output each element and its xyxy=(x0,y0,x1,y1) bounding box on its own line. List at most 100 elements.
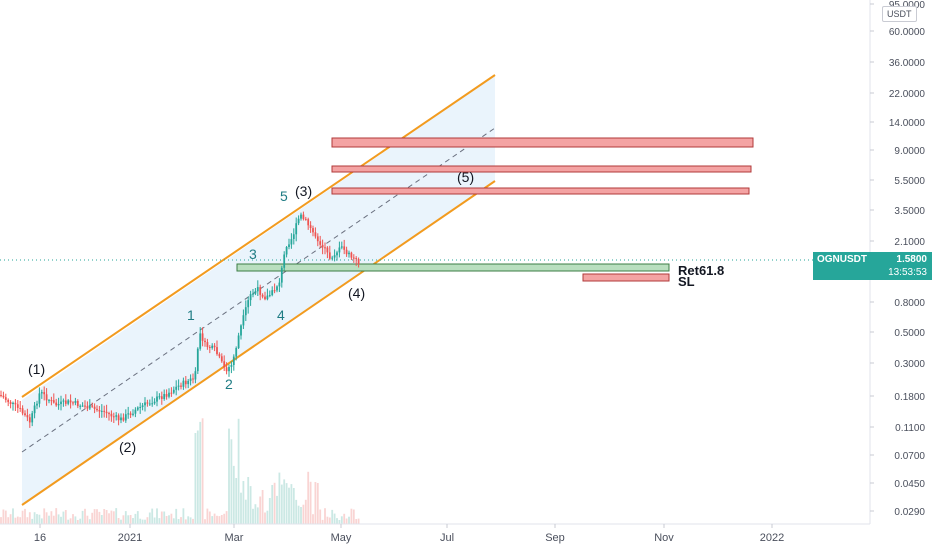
volume-bar xyxy=(170,513,173,524)
candle-body xyxy=(98,410,101,412)
candle-body xyxy=(163,394,166,399)
candle-body xyxy=(316,236,319,242)
candle-body xyxy=(256,287,259,292)
price-tick-label: 0.1800 xyxy=(894,392,925,403)
volume-bar xyxy=(151,508,154,524)
candle-body xyxy=(158,396,161,398)
price-tick-label: 22.0000 xyxy=(889,89,926,100)
volume-bar xyxy=(237,418,240,524)
volume-bar xyxy=(69,518,72,524)
candle-body xyxy=(12,402,14,404)
volume-bar xyxy=(84,508,86,524)
candle-body xyxy=(9,402,12,404)
volume-bar xyxy=(201,418,204,524)
volume-bar xyxy=(100,515,103,524)
volume-bar xyxy=(264,512,266,524)
candlestick-series[interactable] xyxy=(0,211,360,428)
candle-body xyxy=(168,392,170,397)
price-tick-label: 3.5000 xyxy=(894,206,925,217)
candle-body xyxy=(132,413,134,415)
volume-bar xyxy=(199,421,202,524)
price-tick-label: 0.8000 xyxy=(894,298,925,309)
volume-bar xyxy=(328,517,331,524)
volume-bar xyxy=(182,508,185,524)
candle-body xyxy=(213,345,216,348)
candle-body xyxy=(28,417,31,423)
volume-bar xyxy=(206,508,209,524)
time-axis[interactable]: 16 2021 Mar May Jul Sep Nov 2022 xyxy=(0,523,870,550)
wave-label-major-2: (2) xyxy=(119,439,136,455)
retracement-zone[interactable] xyxy=(236,263,670,272)
channel-upper-line[interactable] xyxy=(21,74,496,398)
candle-body xyxy=(206,342,209,347)
candle-body xyxy=(129,413,132,415)
candle-body xyxy=(160,396,163,399)
volume-bar xyxy=(355,519,358,524)
resistance-zone-2[interactable] xyxy=(331,165,752,173)
volume-bar xyxy=(81,510,84,524)
volume-bar xyxy=(146,517,149,524)
candle-body xyxy=(148,403,151,405)
volume-bar xyxy=(110,510,113,524)
stop-loss-zone[interactable] xyxy=(582,273,670,282)
volume-bar xyxy=(148,512,151,524)
resistance-zone-3[interactable] xyxy=(331,187,750,195)
volume-bar xyxy=(259,496,262,524)
channel-lower-line[interactable] xyxy=(21,180,496,506)
candle-body xyxy=(216,347,218,355)
volume-bar xyxy=(196,430,199,524)
candle-body xyxy=(36,403,38,406)
candle-body xyxy=(67,400,70,404)
candle-body xyxy=(230,365,233,367)
volume-bar xyxy=(211,516,214,524)
candle-body xyxy=(141,405,144,407)
candle-body xyxy=(285,247,288,255)
volume-bar xyxy=(33,512,36,524)
resistance-zone-1[interactable] xyxy=(331,137,754,148)
candle-body xyxy=(84,405,86,407)
candle-body xyxy=(283,254,286,268)
volume-bar xyxy=(268,498,271,524)
candle-body xyxy=(105,411,108,414)
volume-bar xyxy=(48,515,50,524)
candle-body xyxy=(338,247,341,253)
price-unit-label[interactable]: USDT xyxy=(882,6,917,22)
volume-bar xyxy=(295,499,298,524)
volume-bar xyxy=(218,516,221,524)
volume-bar xyxy=(314,482,317,524)
volume-bar xyxy=(2,509,5,524)
volume-bar xyxy=(115,508,118,524)
candle-body xyxy=(38,393,41,404)
candle-body xyxy=(201,333,204,341)
candle-body xyxy=(172,389,175,393)
volume-bar xyxy=(321,519,324,524)
price-tick-label: 14.0000 xyxy=(889,118,926,129)
candle-body xyxy=(264,296,266,300)
volume-bar xyxy=(244,499,247,524)
candle-body xyxy=(192,378,194,380)
volume-bar xyxy=(276,495,278,524)
candle-body xyxy=(312,228,314,233)
volume-bar xyxy=(235,478,238,524)
candle-body xyxy=(302,214,305,219)
channel-mid-line[interactable] xyxy=(21,127,496,453)
volume-bar xyxy=(163,511,166,524)
candle-body xyxy=(45,394,48,401)
current-price-symbol: OGNUSDT xyxy=(817,254,867,265)
volume-bar xyxy=(331,509,334,524)
price-tick-label: 2.1000 xyxy=(894,237,925,248)
candle-body xyxy=(235,348,238,357)
volume-bar xyxy=(300,507,302,524)
candle-body xyxy=(355,258,358,259)
volume-bar xyxy=(124,511,127,524)
candle-body xyxy=(194,371,197,380)
volume-bar xyxy=(108,513,110,524)
candle-body xyxy=(244,307,247,316)
candle-body xyxy=(223,361,226,368)
volume-bar xyxy=(91,512,94,524)
candle-body xyxy=(33,405,36,414)
volume-bar xyxy=(88,519,91,524)
candle-body xyxy=(247,300,250,308)
volume-bar xyxy=(134,513,137,524)
